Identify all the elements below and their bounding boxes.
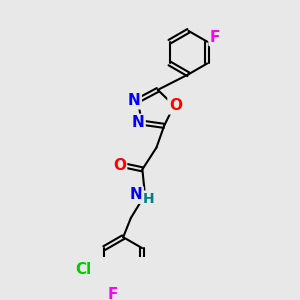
Text: F: F bbox=[108, 287, 118, 300]
Text: N: N bbox=[130, 188, 142, 202]
Text: F: F bbox=[210, 30, 220, 45]
Text: O: O bbox=[113, 158, 126, 173]
Text: Cl: Cl bbox=[76, 262, 92, 277]
Text: N: N bbox=[128, 93, 140, 108]
Text: N: N bbox=[132, 115, 144, 130]
Text: H: H bbox=[143, 192, 154, 206]
Text: O: O bbox=[169, 98, 182, 113]
